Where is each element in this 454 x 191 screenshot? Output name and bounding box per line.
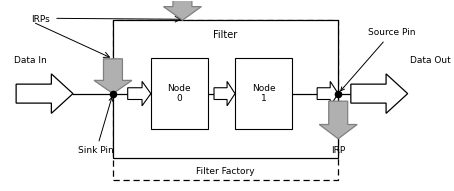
Text: Filter Factory: Filter Factory (196, 167, 255, 176)
Polygon shape (214, 81, 235, 106)
Bar (113, 20, 338, 180)
Text: IRP: IRP (331, 146, 345, 155)
Polygon shape (163, 0, 202, 20)
Polygon shape (351, 74, 408, 113)
Text: Node
1: Node 1 (252, 84, 275, 103)
Polygon shape (94, 59, 132, 94)
Polygon shape (16, 74, 73, 113)
Polygon shape (128, 81, 151, 106)
Text: IRPs: IRPs (31, 15, 49, 23)
Text: Source Pin: Source Pin (341, 28, 415, 91)
Text: Sink Pin: Sink Pin (78, 97, 114, 155)
Bar (113, 20, 338, 158)
Polygon shape (317, 81, 338, 106)
Text: Node
0: Node 0 (168, 84, 191, 103)
Text: Data Out: Data Out (410, 56, 450, 65)
Text: Data In: Data In (14, 56, 47, 65)
Text: Filter: Filter (213, 30, 238, 40)
Polygon shape (319, 101, 357, 139)
Bar (235, 58, 292, 129)
Bar (151, 58, 207, 129)
